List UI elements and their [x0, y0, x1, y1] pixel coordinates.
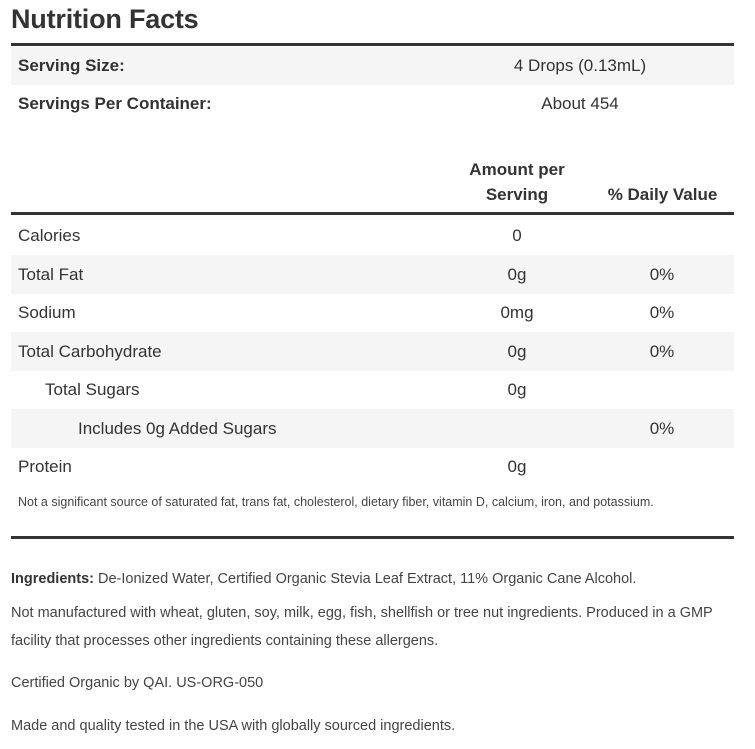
serving-size-label: Serving Size: — [18, 56, 125, 75]
nutrient-row-calories: Calories 0 — [11, 217, 734, 255]
daily-value-header: % Daily Value — [607, 185, 718, 204]
serving-size-row: Serving Size: 4 Drops (0.13mL) — [11, 47, 734, 85]
servings-per-container-label: Servings Per Container: — [18, 94, 212, 113]
ingredients-label: Ingredients: — [11, 571, 94, 587]
page-title: Nutrition Facts — [11, 4, 199, 34]
nutrient-amount: 0g — [507, 457, 527, 476]
serving-size-value: 4 Drops (0.13mL) — [513, 56, 647, 75]
nutrient-label: Calories — [18, 226, 81, 245]
ingredients-text: De-Ionized Water, Certified Organic Stev… — [93, 571, 637, 587]
nutrient-amount: 0g — [507, 341, 527, 361]
certification-text: Certified Organic by QAI. US-ORG-050 — [11, 675, 264, 691]
nutrient-row-protein: Protein 0g — [11, 448, 734, 486]
nutrient-amount: 0mg — [500, 303, 534, 322]
nutrient-daily-value: 0% — [649, 418, 675, 438]
footnote: Not a significant source of saturated fa… — [18, 495, 654, 509]
nutrient-label: Sodium — [18, 303, 76, 322]
nutrient-label: Total Carbohydrate — [18, 341, 162, 361]
nutrient-amount: 0g — [507, 380, 527, 399]
nutrient-row-total-carbohydrate: Total Carbohydrate 0g 0% — [11, 332, 734, 371]
title-rule — [11, 43, 734, 46]
nutrient-label: Includes 0g Added Sugars — [78, 418, 277, 438]
bottom-rule — [11, 536, 734, 539]
nutrient-label: Protein — [18, 457, 72, 476]
amount-header-line1: Amount per — [469, 160, 565, 179]
nutrient-label: Total Fat — [18, 264, 84, 284]
servings-per-container-row: Servings Per Container: About 454 — [11, 85, 734, 123]
nutrient-amount: 0g — [507, 264, 527, 284]
nutrient-row-sodium: Sodium 0mg 0% — [11, 294, 734, 332]
nutrient-amount: 0 — [512, 226, 522, 245]
header-rule — [11, 212, 734, 215]
origin-text: Made and quality tested in the USA with … — [11, 718, 456, 734]
nutrient-daily-value: 0% — [649, 303, 675, 322]
servings-per-container-value: About 454 — [541, 94, 619, 113]
nutrient-row-total-sugars: Total Sugars 0g — [11, 371, 734, 409]
nutrient-daily-value: 0% — [649, 341, 675, 361]
allergen-note: Not manufactured with wheat, gluten, soy… — [11, 605, 713, 649]
nutrient-row-added-sugars: Includes 0g Added Sugars 0% — [11, 409, 734, 448]
amount-per-serving-header: Amount per Serving — [442, 157, 592, 207]
nutrient-row-total-fat: Total Fat 0g 0% — [11, 255, 734, 294]
nutrient-daily-value: 0% — [649, 264, 675, 284]
nutrient-label: Total Sugars — [45, 380, 140, 399]
ingredients-paragraph: Ingredients: De-Ionized Water, Certified… — [11, 565, 741, 593]
amount-header-line2: Serving — [485, 185, 549, 204]
